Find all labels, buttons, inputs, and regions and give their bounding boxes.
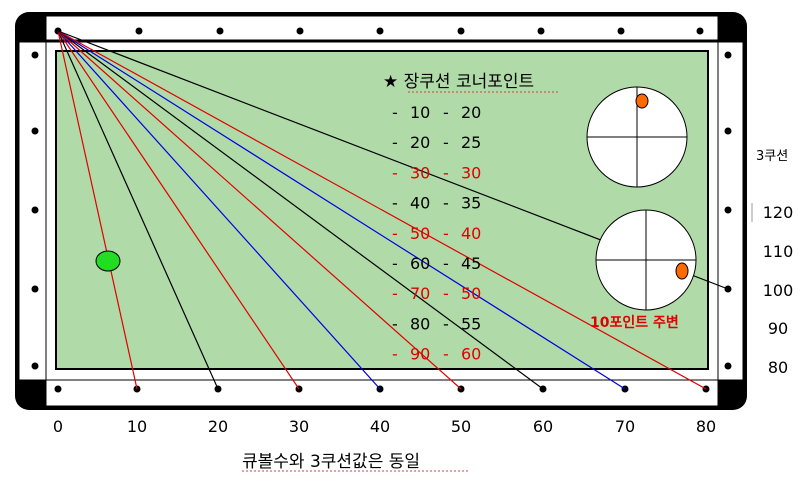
row-dash-2: -: [443, 314, 449, 333]
row-dash-2: -: [443, 345, 449, 364]
right-diamond: [724, 127, 732, 135]
aim-diagram-top: [586, 86, 688, 188]
left-diamond: [31, 362, 39, 370]
row-dash: -: [392, 194, 398, 213]
left-diamond: [31, 127, 39, 135]
aim-diagram-bottom: [595, 209, 697, 311]
right-label: 120: [763, 203, 794, 222]
corner-row: -20-25: [392, 133, 481, 152]
aim-point-bottom: [675, 262, 689, 280]
row-value-a: 60: [410, 254, 430, 273]
trajectory-line-20: [57, 30, 219, 390]
right-label: 80: [768, 358, 788, 377]
row-value-a: 30: [410, 163, 430, 182]
trajectory-line-30: [57, 30, 300, 390]
row-dash: -: [392, 133, 398, 152]
row-dash-2: -: [443, 163, 449, 182]
row-value-b: 25: [461, 133, 481, 152]
right-diamond: [724, 51, 732, 59]
corner-row: -60-45: [392, 254, 481, 273]
left-diamond: [31, 285, 39, 293]
row-value-b: 30: [461, 163, 481, 182]
trajectory-line-70: [57, 30, 626, 390]
trajectory-line-40: [57, 30, 381, 390]
row-dash-2: -: [443, 254, 449, 273]
right-diamond: [724, 206, 732, 214]
top-diamond: [376, 27, 384, 35]
row-dash-2: -: [443, 224, 449, 243]
row-value-b: 55: [461, 314, 481, 333]
top-diamond: [537, 27, 545, 35]
row-dash: -: [392, 345, 398, 364]
bottom-diamond-strip: [45, 379, 719, 407]
row-value-b: 50: [461, 284, 481, 303]
top-diamond: [617, 27, 625, 35]
right-diamond: [724, 362, 732, 370]
caption: 큐볼수와 3쿠션값은 동일: [242, 452, 420, 472]
row-value-a: 40: [410, 194, 430, 213]
row-value-a: 70: [410, 284, 430, 303]
aim-point-top: [635, 93, 649, 109]
top-diamond: [457, 27, 465, 35]
corner-row: -70-50: [392, 284, 481, 303]
bottom-label: 40: [370, 417, 390, 436]
row-value-a: 80: [410, 314, 430, 333]
top-diamond: [135, 27, 143, 35]
row-dash: -: [392, 224, 398, 243]
three-cushion-label: 3쿠션: [756, 149, 788, 164]
row-value-b: 20: [461, 103, 481, 122]
corner-row: -30-30: [392, 163, 481, 182]
top-diamond: [696, 27, 704, 35]
right-label: 100: [763, 281, 794, 300]
bottom-diamond: [54, 385, 62, 393]
right-label: 90: [768, 319, 788, 338]
row-value-a: 20: [410, 133, 430, 152]
row-dash-2: -: [443, 103, 449, 122]
corner-row: -80-55: [392, 314, 481, 333]
bottom-label: 10: [127, 417, 147, 436]
left-diamond: [31, 51, 39, 59]
bottom-label: 80: [696, 417, 716, 436]
bottom-label: 60: [533, 417, 553, 436]
left-diamond: [31, 206, 39, 214]
bottom-label: 0: [53, 417, 63, 436]
row-value-b: 35: [461, 194, 481, 213]
trajectory-line-60: [57, 30, 544, 390]
row-dash: -: [392, 284, 398, 303]
corner-row: -90-60: [392, 345, 481, 364]
row-dash: -: [392, 254, 398, 273]
top-diamond: [296, 27, 304, 35]
trajectory-line-50: [57, 30, 462, 390]
row-value-b: 45: [461, 254, 481, 273]
right-label: 110: [763, 242, 794, 261]
row-value-a: 90: [410, 345, 430, 364]
row-value-a: 10: [410, 103, 430, 122]
trajectory-line-10: [57, 30, 138, 390]
row-dash: -: [392, 314, 398, 333]
bottom-label: 30: [289, 417, 309, 436]
corner-row: -40-35: [392, 194, 481, 213]
top-diamond: [216, 27, 224, 35]
top-diamond-strip: [45, 15, 719, 41]
row-value-a: 50: [410, 224, 430, 243]
row-value-b: 60: [461, 345, 481, 364]
row-dash-2: -: [443, 133, 449, 152]
bottom-label: 70: [615, 417, 635, 436]
point-note: 10포인트 주변: [590, 314, 679, 331]
cue-ball: [95, 250, 121, 272]
row-dash: -: [392, 163, 398, 182]
bottom-label: 50: [451, 417, 471, 436]
trajectory-line-80: [57, 30, 707, 390]
bottom-label: 20: [208, 417, 228, 436]
corner-row: -10-20: [392, 103, 481, 122]
row-value-b: 40: [461, 224, 481, 243]
row-dash-2: -: [443, 284, 449, 303]
row-dash-2: -: [443, 194, 449, 213]
corner-row: -50-40: [392, 224, 481, 243]
corner-point-title: ★ 장쿠션 코너포인트: [383, 72, 534, 92]
row-dash: -: [392, 103, 398, 122]
